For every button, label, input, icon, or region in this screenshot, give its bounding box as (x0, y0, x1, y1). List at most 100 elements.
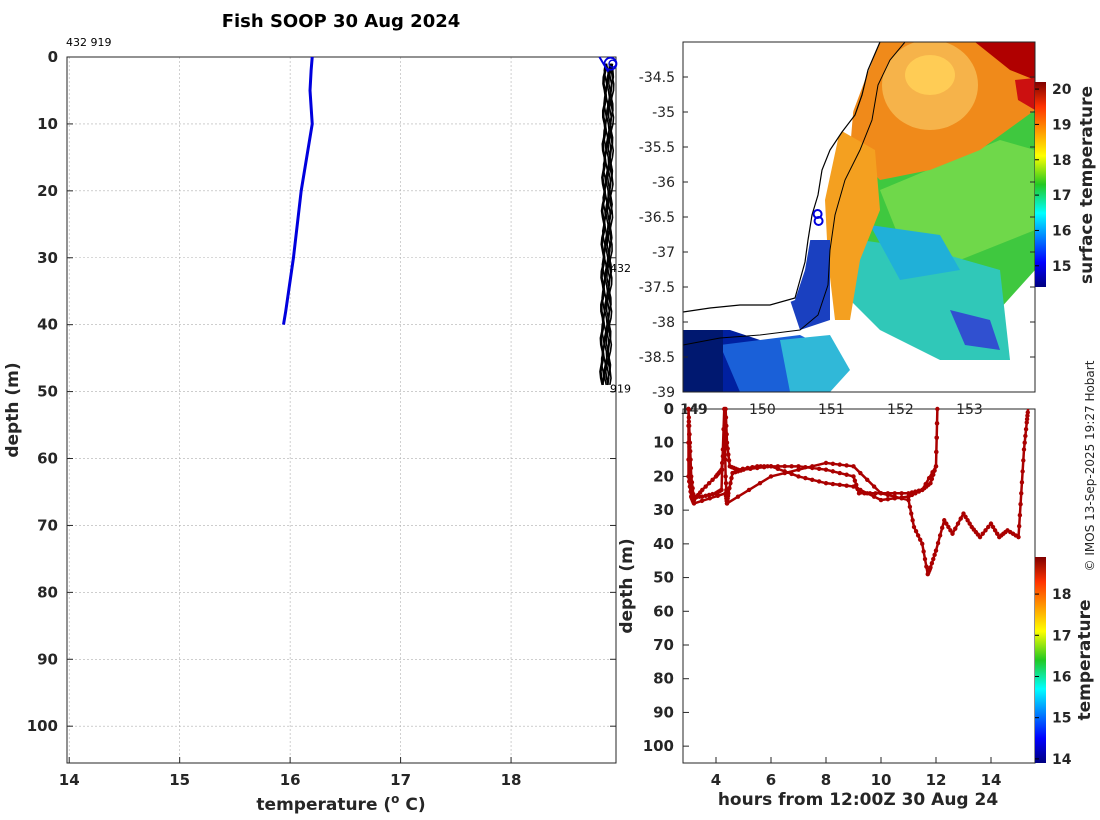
dt-point (967, 521, 972, 526)
map-ytick-label: -35 (652, 105, 675, 121)
dt-point (937, 533, 943, 538)
profile-ticks: 14 15 16 17 18 0 10 20 30 40 50 60 70 80 90 100 (27, 48, 616, 789)
dt-point (823, 480, 829, 486)
dt-point (913, 529, 919, 534)
dt-point (932, 468, 937, 473)
dt-point (726, 452, 731, 457)
dt-xtick-label: 4 (711, 771, 721, 789)
dt-point (1019, 480, 1025, 485)
dt-point (816, 466, 822, 472)
map-xtick-label: 149 (680, 402, 707, 418)
dt-point (899, 496, 904, 501)
map-xtick-label: 150 (749, 402, 776, 418)
dt-point (707, 496, 713, 501)
dt-point (948, 528, 953, 533)
sst-darkblue-strip (683, 330, 723, 392)
dt-point (726, 458, 732, 463)
dt-point (950, 531, 955, 536)
profile-ytick-label: 30 (37, 249, 58, 267)
dt-point (729, 475, 734, 481)
dt-point (803, 475, 808, 481)
depth-time-colorbar-label: temperature (1075, 599, 1095, 720)
dt-cbar-tick-label: 14 (1052, 752, 1072, 768)
dt-point (915, 533, 921, 538)
dt-point (851, 464, 856, 469)
dt-point (765, 464, 770, 469)
dt-point (706, 492, 712, 498)
dt-point (939, 525, 945, 531)
dt-point (746, 487, 752, 493)
dt-cbar-tick-label: 15 (1052, 711, 1071, 727)
dt-point (980, 531, 985, 536)
dt-point (986, 524, 991, 530)
sst-map (683, 42, 1035, 392)
shelf-contour (683, 42, 906, 346)
dt-point (686, 415, 692, 420)
depth-time-ylabel: depth (m) (617, 538, 637, 633)
dt-point (988, 521, 994, 526)
map-ytick-label: -38 (652, 315, 675, 331)
profile-ytick-label: 50 (37, 383, 58, 401)
profile-xlabel: temperature (o C) (256, 792, 425, 815)
map-ytick-label: -38.5 (639, 350, 675, 366)
map-cbar-tick-label: 16 (1052, 223, 1071, 239)
dt-point (909, 492, 915, 498)
dt-ytick-label: 40 (653, 535, 674, 553)
dt-point (961, 511, 966, 516)
dt-point (686, 406, 691, 412)
profile-ytick-label: 20 (37, 182, 58, 200)
dt-point (858, 487, 863, 493)
profile-axes-frame (66, 56, 617, 764)
surface-marker-inner (608, 59, 617, 68)
dt-point (873, 491, 878, 496)
sst-red-patch (1015, 78, 1035, 110)
dt-point (686, 423, 691, 429)
dt-point (721, 427, 726, 432)
dt-point (913, 491, 918, 496)
dt-point (878, 491, 884, 496)
sst-lightgreen-region (880, 140, 1035, 260)
map-cbar-tick-label: 15 (1052, 259, 1071, 275)
map-ticks: -34.5 -35 -35.5 -36 -36.5 -37 -37.5 -38 -38.5 -39… (639, 70, 1035, 418)
dt-point (796, 464, 801, 469)
dt-point (724, 432, 729, 437)
dt-point (963, 514, 968, 520)
dt-point (735, 494, 741, 499)
profile-ytick-label: 100 (27, 717, 58, 735)
profile-ytick-label: 0 (48, 48, 58, 66)
profile-right-label: 432 (610, 262, 631, 275)
dt-point (1020, 469, 1025, 474)
map-ytick-label: -37.5 (639, 280, 675, 296)
dt-point (687, 444, 692, 450)
dt-point (823, 467, 829, 472)
dt-point (906, 497, 911, 503)
dt-point (994, 531, 1000, 536)
dt-point (916, 489, 922, 494)
dt-point (706, 480, 712, 486)
depth-time-track (686, 406, 1030, 577)
dt-point (929, 561, 935, 566)
dt-point (723, 457, 728, 462)
sst-cyan2 (870, 225, 960, 280)
surface-marker (603, 56, 618, 71)
profile-right-labels: 432 919 (610, 262, 631, 395)
dt-point (757, 480, 763, 486)
dt-point (810, 464, 815, 469)
dt-point (687, 457, 693, 462)
dt-point (823, 460, 829, 466)
dt-point (1022, 440, 1027, 445)
dt-point (906, 491, 911, 496)
profile-ytick-label: 10 (37, 115, 58, 133)
dt-point (1023, 427, 1029, 432)
dt-point (933, 548, 939, 553)
dt-point (761, 464, 767, 470)
depth-time-xlabel: hours from 12:00Z 30 Aug 24 (718, 790, 999, 810)
dt-point (871, 484, 877, 489)
dt-point (837, 482, 842, 488)
dt-point (715, 493, 720, 499)
map-xtick-label: 152 (887, 402, 914, 418)
dt-point (686, 432, 692, 437)
dt-ytick-label: 0 (664, 400, 674, 418)
model-profile-line (282, 56, 314, 325)
dt-point (768, 464, 774, 469)
